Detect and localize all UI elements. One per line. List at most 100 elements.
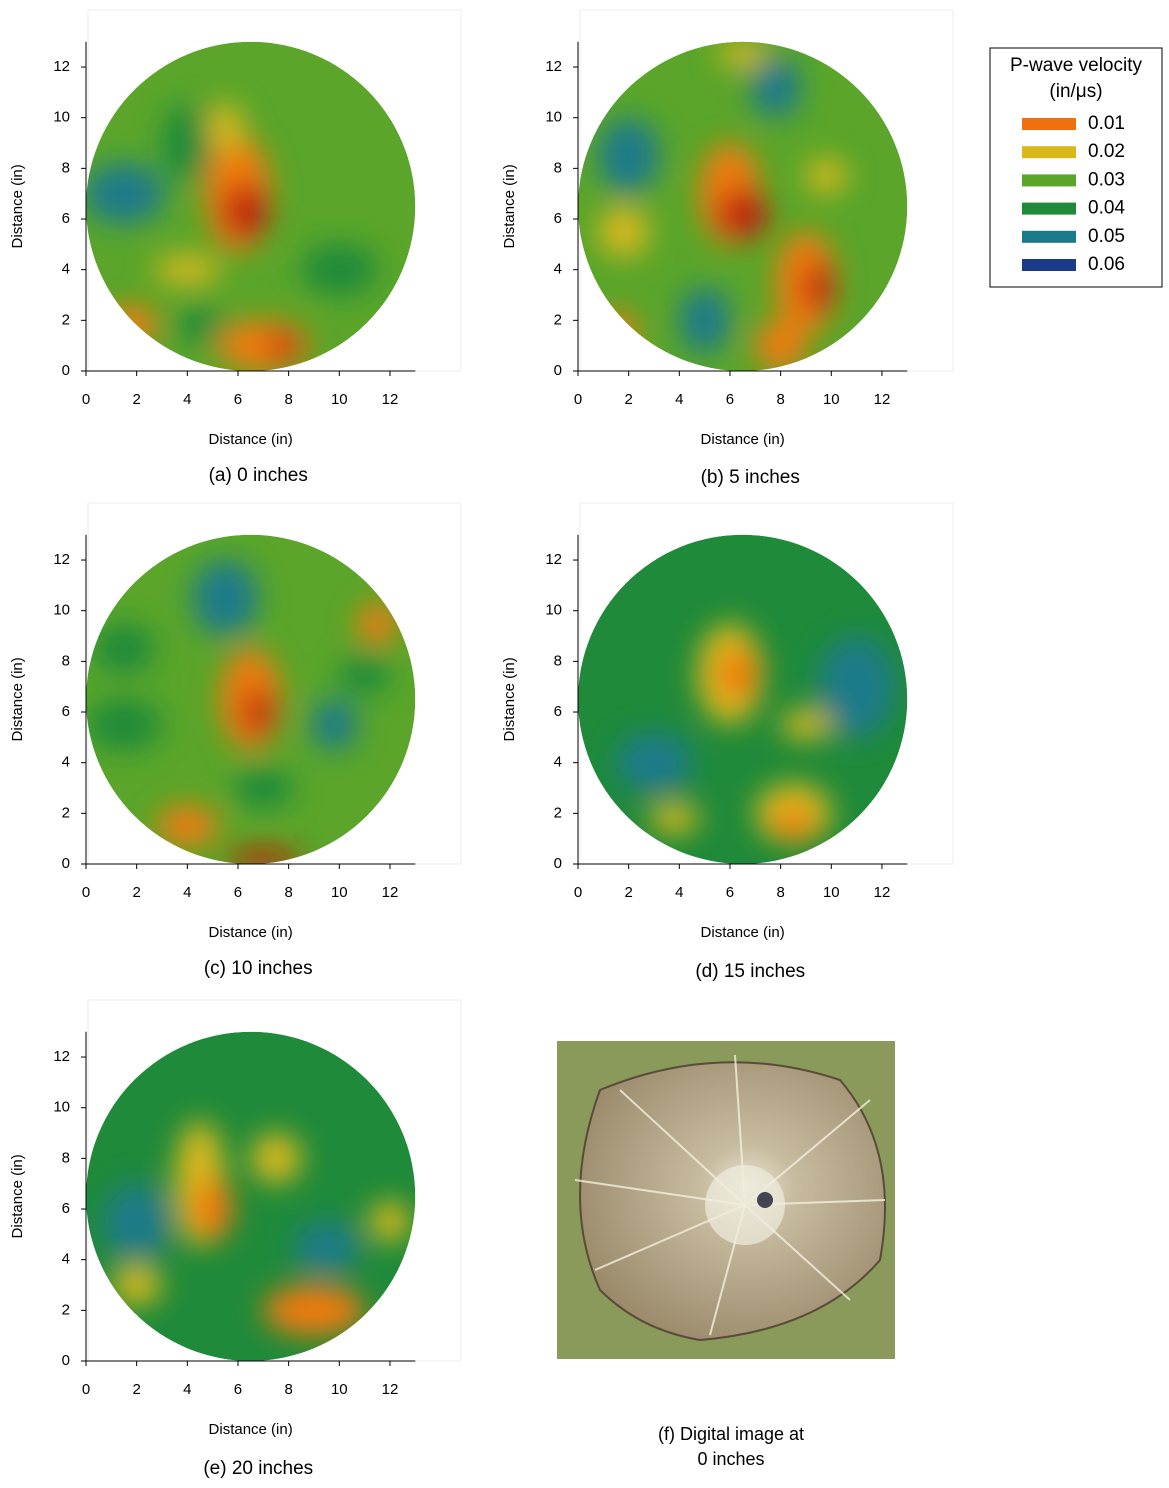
heatmap-blob: [648, 803, 700, 834]
heatmap-blob: [598, 117, 660, 194]
x-tick-label: 12: [382, 884, 399, 901]
heatmap-blob: [268, 333, 299, 359]
y-tick-label: 6: [62, 210, 70, 227]
heatmap-blob: [780, 709, 832, 740]
x-tick-label: 4: [183, 1381, 191, 1398]
x-tick-label: 6: [234, 884, 242, 901]
x-axis-label: Distance (in): [701, 924, 785, 941]
heatmap-blobs: [86, 560, 398, 864]
x-tick-label: 2: [624, 884, 632, 901]
heatmap-blob: [263, 1285, 365, 1336]
x-tick-label: 12: [382, 1381, 399, 1398]
legend-swatch: [1022, 146, 1076, 159]
heatmap-blob: [154, 254, 221, 285]
x-tick-label: 0: [82, 391, 90, 408]
y-tick-label: 12: [53, 1048, 70, 1065]
y-tick-label: 10: [53, 1099, 70, 1116]
legend-swatch: [1022, 259, 1076, 271]
y-tick-label: 4: [554, 754, 562, 771]
y-tick-label: 10: [53, 109, 70, 126]
panel: 0 2 4 6 8 10 12 0 2 4 6 8 10 12 Distance (in) Distance …: [9, 502, 462, 979]
legend-title: P-wave velocity: [1010, 55, 1142, 76]
heatmap-blob: [293, 1221, 360, 1273]
x-tick-label: 12: [382, 391, 399, 408]
heatmap-blob: [805, 158, 847, 194]
heatmap-blob: [301, 244, 378, 296]
y-tick-label: 12: [545, 58, 562, 75]
heatmap-blob: [86, 163, 165, 225]
x-axis-label: Distance (in): [209, 431, 293, 448]
y-tick-label: 0: [554, 362, 562, 379]
heatmap-blob: [93, 623, 155, 675]
y-tick-label: 8: [554, 652, 562, 669]
y-tick-label: 8: [62, 1149, 70, 1166]
legend-swatch: [1022, 174, 1076, 187]
y-tick-label: 4: [554, 261, 562, 278]
heatmap-blob: [207, 102, 244, 154]
y-axis-label: Distance (in): [501, 657, 518, 741]
heatmap-blob: [311, 699, 358, 751]
x-tick-label: 6: [234, 1381, 242, 1398]
heatmap-blob: [250, 1133, 302, 1184]
heatmap-blob: [156, 805, 218, 847]
panel: 0 2 4 6 8 10 12 0 2 4 6 8 10 12 Distance (in) Distance …: [501, 9, 954, 488]
heatmap-blob: [174, 307, 226, 344]
caption: (e) 20 inches: [203, 1458, 313, 1479]
heatmap-blob: [717, 648, 758, 700]
heatmap-blobs: [86, 102, 378, 371]
x-tick-label: 10: [823, 884, 840, 901]
y-tick-label: 10: [53, 602, 70, 619]
x-tick-label: 10: [823, 391, 840, 408]
x-tick-label: 12: [874, 884, 891, 901]
heatmap-blob: [818, 636, 895, 738]
legend-label: 0.02: [1088, 141, 1125, 162]
heatmap-blob: [161, 105, 213, 182]
y-axis-label: Distance (in): [9, 657, 26, 741]
heatmap-blob: [773, 808, 814, 839]
y-tick-label: 12: [545, 551, 562, 568]
heatmap-blob: [217, 320, 309, 371]
heatmap-blob: [232, 767, 294, 809]
heatmap-blob: [192, 560, 259, 637]
legend-box: [989, 47, 1163, 288]
x-tick-label: 10: [331, 1381, 348, 1398]
heatmap-blob: [357, 603, 398, 644]
caption: (a) 0 inches: [209, 465, 308, 486]
caption: (c) 10 inches: [204, 958, 313, 979]
x-tick-label: 4: [183, 391, 191, 408]
heatmap-blob: [755, 320, 806, 371]
y-tick-label: 6: [554, 703, 562, 720]
heatmap-blob: [243, 689, 274, 735]
legend-swatch: [1022, 118, 1076, 130]
y-axis-label: Distance (in): [9, 164, 26, 248]
heatmap-blob: [339, 653, 390, 695]
photo: [557, 1041, 895, 1359]
photo-caption: 0 inches: [697, 1449, 764, 1469]
panel: 0 2 4 6 8 10 12 0 2 4 6 8 10 12 Distance (in) Distance …: [9, 9, 462, 486]
caption: (d) 15 inches: [695, 961, 805, 982]
x-tick-label: 8: [284, 391, 292, 408]
heatmap-blob: [103, 1183, 170, 1260]
heatmap-blob: [86, 699, 162, 751]
x-axis-label: Distance (in): [701, 431, 785, 448]
heatmap-blob: [750, 56, 801, 118]
x-tick-label: 8: [284, 1381, 292, 1398]
heatmap: [86, 534, 416, 864]
heatmap-blob: [192, 1178, 233, 1240]
x-tick-label: 10: [331, 391, 348, 408]
y-tick-label: 2: [62, 311, 70, 328]
x-tick-label: 4: [675, 884, 683, 901]
legend-label: 0.01: [1088, 113, 1125, 134]
caption: (b) 5 inches: [701, 467, 800, 488]
x-tick-label: 4: [183, 884, 191, 901]
heatmap-base: [86, 1031, 416, 1361]
x-tick-label: 6: [726, 391, 734, 408]
y-tick-label: 2: [554, 804, 562, 821]
heatmap: [578, 41, 908, 371]
y-tick-label: 2: [62, 804, 70, 821]
y-tick-label: 8: [62, 159, 70, 176]
x-tick-label: 8: [284, 884, 292, 901]
y-tick-label: 2: [554, 311, 562, 328]
x-tick-label: 2: [132, 884, 140, 901]
